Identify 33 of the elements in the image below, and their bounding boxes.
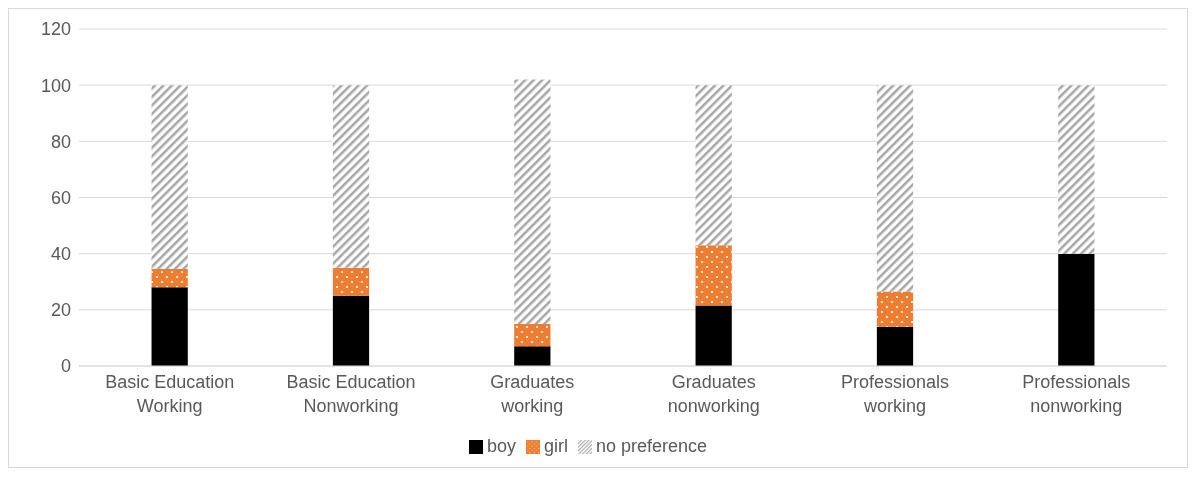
bar: [695, 245, 732, 306]
bar: [514, 79, 551, 324]
y-tick-label: 120: [40, 19, 71, 40]
y-tick-label: 40: [50, 244, 71, 265]
x-tick-label: Basic Education Nonworking: [286, 372, 416, 416]
bar: [151, 85, 188, 270]
legend-label: no preference: [595, 436, 708, 456]
bar: [1058, 85, 1095, 254]
bar: [332, 295, 370, 366]
bar: [514, 323, 551, 347]
bar: [1058, 253, 1095, 366]
y-tick-label: 20: [50, 300, 71, 321]
y-tick-label: 80: [50, 131, 71, 152]
x-tick-label: Professionals nonworking: [1022, 372, 1131, 416]
x-tick-label: Graduates working: [490, 372, 575, 416]
legend-label: boy: [486, 436, 516, 456]
bar: [876, 85, 914, 292]
x-tick-label: Professionals working: [840, 372, 950, 416]
bar: [876, 326, 914, 366]
bar: [151, 287, 188, 366]
x-tick-label: Graduates nonworking: [667, 372, 760, 416]
bar: [332, 267, 370, 296]
bar: [876, 291, 914, 327]
bar: [332, 85, 370, 268]
bar: [514, 346, 551, 366]
y-tick-label: 0: [60, 356, 71, 377]
legend-label: girl: [543, 436, 568, 456]
bar: [695, 85, 732, 246]
bar: [151, 269, 188, 288]
x-tick-label: Basic Education Working: [105, 372, 235, 416]
y-tick-label: 60: [50, 187, 71, 208]
y-tick-label: 100: [40, 75, 71, 96]
bar: [695, 305, 732, 366]
